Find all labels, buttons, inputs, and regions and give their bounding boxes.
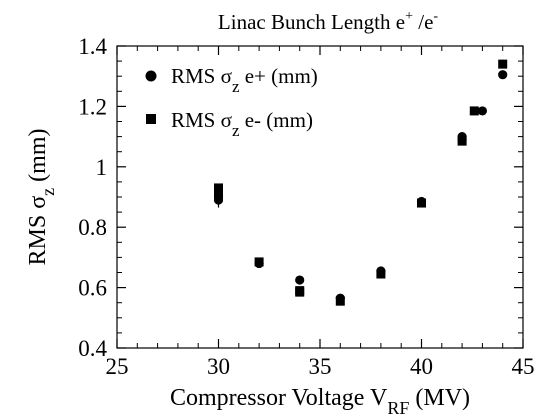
y-axis-label-tail: (mm) bbox=[25, 129, 51, 188]
y-tick-label: 1.4 bbox=[78, 34, 107, 59]
point-e-plus bbox=[498, 70, 508, 80]
point-e-plus bbox=[295, 275, 305, 285]
x-axis-label-sub: RF bbox=[387, 398, 409, 418]
chart-title: Linac Bunch Length e+ /e- bbox=[218, 9, 439, 34]
legend-e-minus-main: RMS σ bbox=[171, 108, 232, 132]
y-tick-label: 0.6 bbox=[78, 276, 107, 301]
point-e-minus bbox=[469, 106, 479, 116]
legend-e-minus-tail: e- (mm) bbox=[239, 108, 312, 132]
y-tick-label: 0.8 bbox=[78, 215, 107, 240]
x-tick-label: 45 bbox=[512, 354, 535, 379]
legend-e-plus-tail: e+ (mm) bbox=[239, 64, 317, 88]
chart-title-mid: /e bbox=[413, 10, 433, 34]
x-axis-label: Compressor Voltage VRF (MV) bbox=[170, 385, 470, 418]
legend-e-plus-main: RMS σ bbox=[171, 64, 232, 88]
y-axis-ticks: 0.4 0.6 0.8 1 1.2 1.4 bbox=[78, 34, 523, 361]
y-tick-label: 1.2 bbox=[78, 94, 107, 119]
x-tick-label: 35 bbox=[309, 354, 332, 379]
x-axis-label-main: Compressor Voltage V bbox=[170, 385, 388, 411]
point-e-plus bbox=[477, 106, 487, 116]
point-e-minus bbox=[295, 287, 305, 297]
legend-marker-circle bbox=[145, 70, 157, 82]
point-e-minus bbox=[335, 296, 345, 306]
legend-entry-e-plus: RMS σz e+ (mm) bbox=[171, 64, 318, 96]
x-axis-ticks: 25 30 35 40 45 bbox=[106, 46, 535, 379]
legend-e-minus-sub: z bbox=[232, 121, 240, 140]
plot-frame bbox=[116, 45, 524, 349]
point-e-minus bbox=[254, 257, 264, 267]
point-e-minus bbox=[214, 189, 223, 199]
point-e-minus bbox=[457, 136, 467, 146]
x-tick-label: 30 bbox=[207, 354, 230, 379]
legend-e-plus-sub: z bbox=[232, 77, 240, 96]
legend-entry-e-minus: RMS σz e- (mm) bbox=[171, 108, 313, 140]
x-tick-label: 40 bbox=[410, 354, 433, 379]
chart-title-main: Linac Bunch Length e bbox=[218, 10, 405, 34]
data-points bbox=[213, 59, 508, 306]
point-e-minus bbox=[417, 198, 426, 208]
legend-marker-square bbox=[146, 114, 156, 124]
x-axis-label-tail: (MV) bbox=[409, 385, 470, 411]
point-e-minus bbox=[376, 269, 386, 279]
y-tick-label: 0.4 bbox=[78, 336, 107, 361]
legend: RMS σz e+ (mm) RMS σz e- (mm) bbox=[145, 64, 318, 140]
y-axis-label-sub: z bbox=[38, 188, 58, 196]
point-e-minus bbox=[214, 183, 223, 193]
chart-title-sup1: + bbox=[405, 9, 413, 24]
point-e-minus bbox=[498, 59, 508, 69]
chart-title-sup2: - bbox=[433, 9, 438, 24]
x-tick-label: 25 bbox=[106, 354, 129, 379]
y-axis-label-main: RMS σ bbox=[25, 196, 51, 266]
y-axis-label: RMS σz (mm) bbox=[25, 129, 58, 266]
y-tick-label: 1 bbox=[96, 155, 108, 180]
